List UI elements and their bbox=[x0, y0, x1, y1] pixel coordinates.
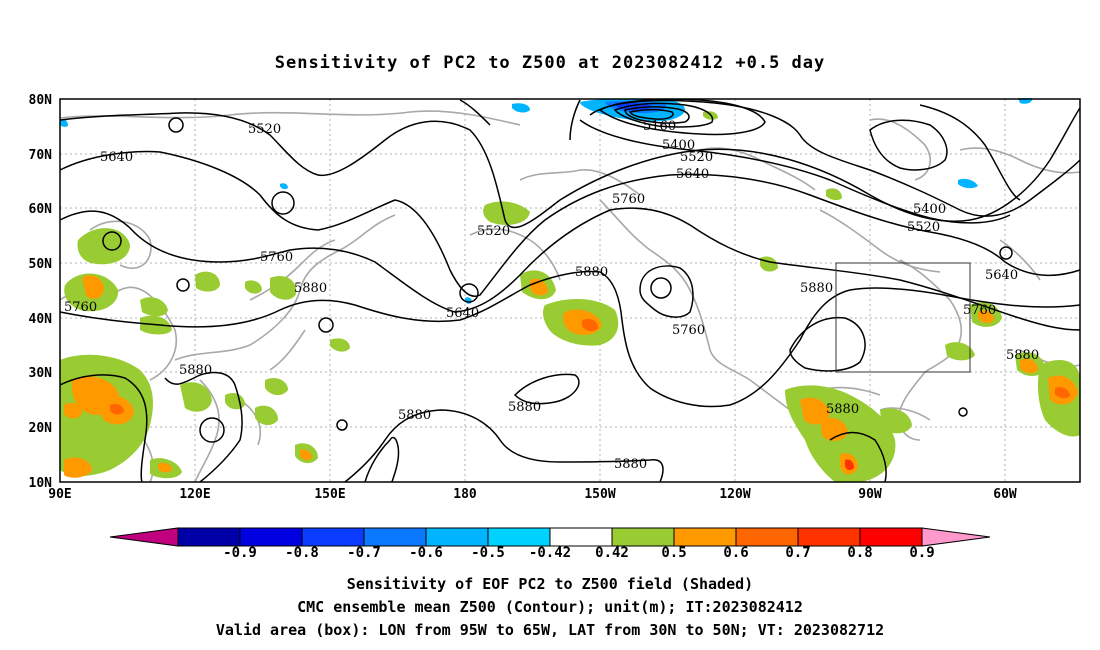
colorbar-swatch bbox=[611, 527, 675, 547]
colorbar-label: -0.42 bbox=[529, 545, 571, 561]
lat-label: 70N bbox=[29, 148, 53, 163]
contour-label: 5880 bbox=[800, 281, 833, 296]
lat-label: 10N bbox=[29, 476, 53, 491]
colorbar-swatch bbox=[549, 527, 613, 547]
colorbar-label: 0.7 bbox=[785, 545, 810, 561]
contour-label: 5760 bbox=[260, 250, 293, 265]
lat-label: 20N bbox=[29, 421, 53, 436]
contour-label: 5760 bbox=[963, 303, 996, 318]
contour-label: 5640 bbox=[100, 150, 133, 165]
lat-label: 50N bbox=[29, 257, 53, 272]
contour-label: 5520 bbox=[248, 122, 281, 137]
lat-label: 40N bbox=[29, 312, 53, 327]
lon-label: 150W bbox=[584, 487, 615, 502]
contour-label: 5880 bbox=[508, 400, 541, 415]
lat-label: 60N bbox=[29, 202, 53, 217]
lat-label: 80N bbox=[29, 93, 53, 108]
colorbar-left-arrow bbox=[109, 527, 179, 547]
colorbar: -0.9 -0.8 -0.7 -0.6 -0.5 -0.42 0.42 0.5 0.6 0.7 0.… bbox=[109, 527, 991, 561]
contour-label: 5520 bbox=[907, 220, 940, 235]
map-border bbox=[59, 98, 1081, 483]
colorbar-label: -0.6 bbox=[409, 545, 443, 561]
colorbar-right-arrow bbox=[921, 527, 991, 547]
contour-label: 5880 bbox=[826, 402, 859, 417]
contour-label: 5520 bbox=[680, 150, 713, 165]
colorbar-label: 0.5 bbox=[661, 545, 686, 561]
colorbar-label: 0.6 bbox=[723, 545, 748, 561]
colorbar-swatch bbox=[487, 527, 551, 547]
colorbar-swatch bbox=[425, 527, 489, 547]
longitude-labels: 90E 120E 150E 180 150W 120W 90W 60W bbox=[48, 487, 1017, 502]
contour-label: 5760 bbox=[64, 300, 97, 315]
contour-label: 5880 bbox=[294, 281, 327, 296]
contour-label: 5160 bbox=[643, 119, 676, 134]
colorbar-label: 0.42 bbox=[595, 545, 629, 561]
contour-label: 5880 bbox=[1006, 348, 1039, 363]
colorbar-swatch bbox=[363, 527, 427, 547]
colorbar-swatch bbox=[859, 527, 923, 547]
contour-label: 5880 bbox=[179, 363, 212, 378]
lon-label: 60W bbox=[993, 487, 1017, 502]
contour-label: 5880 bbox=[398, 408, 431, 423]
colorbar-swatch bbox=[301, 527, 365, 547]
colorbar-swatch bbox=[177, 527, 241, 547]
graticule bbox=[60, 99, 1080, 482]
map-title: Sensitivity of PC2 to Z500 at 2023082412… bbox=[275, 53, 826, 73]
contour-label: 5520 bbox=[477, 224, 510, 239]
contour-label: 5400 bbox=[913, 202, 946, 217]
map-panel: 5520 5640 5760 5880 5160 5400 5520 5640 … bbox=[59, 98, 1081, 483]
contour-label: 5880 bbox=[575, 265, 608, 280]
contour-label: 5640 bbox=[676, 167, 709, 182]
contour-label: 5760 bbox=[672, 323, 705, 338]
z500-contours bbox=[59, 98, 1081, 483]
contour-label: 5400 bbox=[662, 138, 695, 153]
lon-label: 180 bbox=[453, 487, 477, 502]
contour-label: 5640 bbox=[985, 268, 1018, 283]
colorbar-label: 0.8 bbox=[847, 545, 872, 561]
contour-label: 5880 bbox=[614, 457, 647, 472]
colorbar-label: -0.9 bbox=[223, 545, 257, 561]
contour-labels: 5520 5640 5760 5880 5160 5400 5520 5640 … bbox=[64, 119, 1039, 472]
colorbar-swatch bbox=[673, 527, 737, 547]
contour-label: 5640 bbox=[446, 306, 479, 321]
caption-line-1: Sensitivity of EOF PC2 to Z500 field (Sh… bbox=[347, 575, 753, 593]
caption-line-3: Valid area (box): LON from 95W to 65W, L… bbox=[216, 621, 884, 639]
latitude-labels: 80N 70N 60N 50N 40N 30N 20N 10N bbox=[29, 93, 53, 491]
valid-area-box bbox=[835, 262, 971, 373]
colorbar-label: -0.5 bbox=[471, 545, 505, 561]
lon-label: 150E bbox=[314, 487, 345, 502]
lat-label: 30N bbox=[29, 366, 53, 381]
lon-label: 120W bbox=[719, 487, 750, 502]
colorbar-swatch bbox=[239, 527, 303, 547]
lon-label: 90W bbox=[858, 487, 882, 502]
colorbar-label: 0.9 bbox=[909, 545, 934, 561]
colorbar-swatch bbox=[797, 527, 861, 547]
lon-label: 120E bbox=[179, 487, 210, 502]
caption-line-2: CMC ensemble mean Z500 (Contour); unit(m… bbox=[297, 598, 803, 616]
colorbar-swatch bbox=[735, 527, 799, 547]
contour-label: 5760 bbox=[612, 192, 645, 207]
colorbar-label: -0.7 bbox=[347, 545, 381, 561]
colorbar-label: -0.8 bbox=[285, 545, 319, 561]
lon-label: 90E bbox=[48, 487, 71, 502]
